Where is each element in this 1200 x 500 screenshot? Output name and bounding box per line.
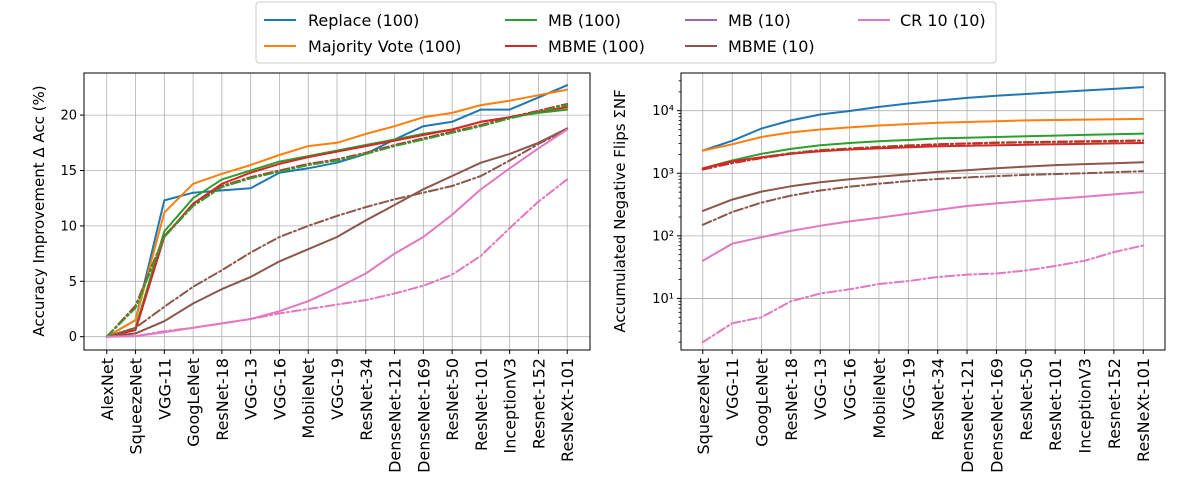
- x-tick-label: VGG-16: [270, 358, 289, 420]
- legend-entry-replace-100: Replace (100): [264, 11, 419, 30]
- series-line-majority-vote-100: [701, 117, 1145, 152]
- x-tick-label: ResNet-50: [1017, 358, 1036, 441]
- legend-entry-mbme-100: MBME (100): [505, 37, 645, 56]
- series-line-mbme-100: [105, 106, 569, 338]
- y-axis-label: Accuracy Improvement Δ Acc (%): [30, 85, 48, 336]
- x-tick-label: MobileNet: [299, 358, 318, 439]
- x-tick-label: Resnet-152: [529, 358, 548, 449]
- series-line-mbme-100-dashed: [105, 103, 569, 338]
- legend-label: MB (100): [548, 11, 621, 30]
- x-tick-label: DenseNet-169: [987, 358, 1006, 473]
- legend-label: Replace (100): [308, 11, 419, 30]
- y-tick-label: 5: [69, 275, 77, 290]
- series-line-cr-10-10: [701, 191, 1145, 262]
- x-tick-label: VGG-13: [811, 358, 830, 420]
- legend-label: MBME (100): [548, 37, 645, 56]
- x-tick-label: GoogLeNet: [184, 358, 203, 447]
- y-tick-label: 15: [60, 164, 77, 179]
- x-tick-label: VGG-11: [155, 358, 174, 420]
- x-tick-label: DenseNet-169: [414, 358, 433, 473]
- y-tick-label: 10³: [652, 167, 674, 182]
- legend-entry-cr-10-10: CR 10 (10): [858, 11, 986, 30]
- series-line-cr-10-10-dashed: [105, 178, 569, 338]
- y-tick-label: 10¹: [652, 292, 674, 307]
- x-tick-label: VGG-19: [328, 358, 347, 420]
- x-tick-label: ResNet-34: [929, 358, 948, 441]
- series-line-mbme-10: [701, 161, 1145, 212]
- legend-label: MB (10): [728, 11, 791, 30]
- x-tick-label: ResNet-101: [472, 358, 491, 451]
- y-tick-label: 10: [60, 219, 77, 234]
- x-tick-label: GoogLeNet: [753, 358, 772, 447]
- accuracy-improvement-chart: AlexNet SqueezeNet VGG-11 GoogLeNet ResNet-1…: [30, 72, 591, 473]
- y-tick-label: 0: [69, 330, 77, 345]
- x-tick-label: ResNeXt-101: [1134, 358, 1153, 462]
- x-tick-label: Resnet-152: [1105, 358, 1124, 449]
- legend-entry-mb-10: MB (10): [685, 11, 791, 30]
- x-tick-label: VGG-11: [723, 358, 742, 420]
- legend-entry-mbme-10: MBME (10): [685, 37, 815, 56]
- x-tick-label: AlexNet: [98, 358, 117, 421]
- x-tick-label: ResNet-101: [1046, 358, 1065, 451]
- series-line-replace-100: [105, 84, 569, 338]
- plot-frame: [680, 72, 1166, 351]
- x-tick-label: DenseNet-121: [386, 358, 405, 473]
- x-tick-label: VGG-16: [841, 358, 860, 420]
- x-tick-label: SqueezeNet: [694, 358, 713, 454]
- x-tick-label: VGG-19: [899, 358, 918, 420]
- x-tick-label: DenseNet-121: [958, 358, 977, 473]
- series-line-mb-100-dashed: [105, 104, 569, 338]
- legend-frame: [255, 1, 997, 64]
- x-tick-label: ResNet-18: [782, 358, 801, 441]
- x-tick-label: VGG-13: [242, 358, 261, 420]
- legend-entry-majority-vote-100: Majority Vote (100): [264, 37, 461, 56]
- series-line-mbme-10: [105, 127, 569, 338]
- x-tick-label: ResNet-18: [213, 358, 232, 441]
- x-tick-label: SqueezeNet: [127, 358, 146, 454]
- x-tick-label: MobileNet: [870, 358, 889, 439]
- y-tick-label: 10⁴: [652, 104, 674, 119]
- y-axis-label: Accumulated Negative Flips ΣNF: [611, 89, 629, 332]
- negative-flips-chart: SqueezeNet VGG-11 GoogLeNet ResNet-18 VGG-13…: [611, 72, 1166, 473]
- series-line-mb-100: [701, 132, 1145, 170]
- legend-label: Majority Vote (100): [308, 37, 461, 56]
- series-line-majority-vote-100: [105, 88, 569, 338]
- series-line-mbme-10-dashed: [701, 170, 1145, 226]
- series-line-replace-100: [701, 86, 1145, 152]
- x-tick-label: InceptionV3: [501, 358, 520, 453]
- x-tick-label: ResNet-34: [357, 358, 376, 441]
- x-tick-label: ResNeXt-101: [558, 358, 577, 462]
- legend-label: MBME (10): [728, 37, 815, 56]
- y-tick-label: 10²: [652, 229, 674, 244]
- series-line-cr-10-10-dashed: [701, 244, 1145, 344]
- x-tick-label: InceptionV3: [1075, 358, 1094, 453]
- x-tick-label: ResNet-50: [443, 358, 462, 441]
- series-line-mbme-100-dashed: [701, 139, 1145, 171]
- y-tick-label: 20: [60, 109, 77, 124]
- legend: Replace (100) Majority Vote (100) MB (10…: [255, 1, 997, 64]
- series-line-mbme-10-dashed: [105, 128, 569, 338]
- legend-entry-mb-100: MB (100): [505, 11, 621, 30]
- legend-label: CR 10 (10): [900, 11, 986, 30]
